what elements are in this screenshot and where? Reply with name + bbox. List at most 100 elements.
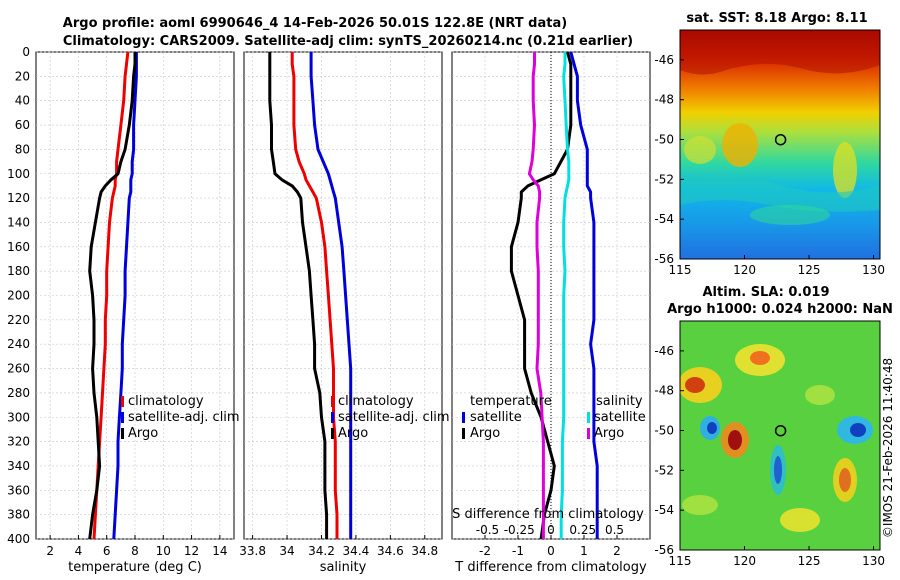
- sst-argo-marker: [774, 133, 787, 146]
- x-tick-label: 34: [279, 544, 294, 558]
- legend-label: Argo: [338, 426, 368, 441]
- legend-swatch-argo: [121, 428, 124, 439]
- x-tick-label: 2: [46, 544, 54, 558]
- x-axes: 2 4 6 8 10 12 14 33.8 34 34.2 34.4 34.6 34.8 -2 -1 0 1 2: [46, 535, 621, 558]
- series-satellite-adj-clim: [112, 52, 138, 540]
- sla-anomaly: [780, 508, 820, 532]
- x-tick-label: 14: [212, 544, 227, 558]
- depth-tick-label: 260: [7, 362, 30, 376]
- map-lon-label: 115: [669, 263, 692, 277]
- title-line-2: Climatology: CARS2009. Satellite-adj cli…: [63, 34, 633, 49]
- map-lat-label: -56: [654, 543, 674, 557]
- sla-map-title: Altim. SLA: 0.019: [703, 285, 830, 300]
- series-satellite-adj-clim: [309, 52, 353, 539]
- legend-head-salinity: salinity: [596, 394, 643, 409]
- series-argo: [268, 52, 329, 539]
- map-lat-label: -54: [654, 503, 674, 517]
- x-tick-label: 34.2: [308, 544, 335, 558]
- legend-temperature: climatology satellite-adj. clim Argo: [121, 394, 240, 441]
- depth-tick-label: 140: [7, 215, 30, 229]
- legend-salinity: climatology satellite-adj. clim Argo: [331, 394, 450, 441]
- depth-tick-label: 200: [7, 289, 30, 303]
- legend-swatch-climatology: [121, 396, 124, 407]
- legend-swatch-s-argo: [587, 428, 590, 439]
- sla-map: [680, 321, 880, 550]
- map-lat-label: -52: [654, 463, 674, 477]
- series-climatology: [92, 51, 130, 540]
- sst-eddy-warm: [684, 136, 716, 164]
- xlabel-t-difference: T difference from climatology: [454, 560, 647, 575]
- sst-warm-band: [680, 30, 880, 75]
- map-lat-label: -48: [654, 384, 674, 398]
- s-tick-label: 0: [547, 523, 555, 537]
- s-tick-label: 0.25: [569, 523, 596, 537]
- legend-difference: temperature satellite Argo salinity sate…: [462, 394, 646, 441]
- depth-tick-label: 220: [7, 313, 30, 327]
- depth-axis: 0 20 40 60 80 100 120 140 160 180 200 220 240 260 280 3…: [7, 45, 30, 546]
- x-tick-label: 2: [613, 544, 621, 558]
- s-tick-label: -0.5: [476, 523, 499, 537]
- depth-tick-label: 320: [7, 435, 30, 449]
- map-lon-label: 130: [862, 554, 885, 568]
- x-tick-label: 12: [184, 544, 199, 558]
- map-lat-label: -56: [654, 252, 674, 266]
- legend-label: Argo: [128, 426, 158, 441]
- map-lon-label: 120: [733, 263, 756, 277]
- sst-map-frame: [679, 29, 881, 260]
- title-line-1: Argo profile: aoml 6990646_4 14-Feb-2026…: [63, 16, 567, 31]
- series-salinity-satellite: [559, 52, 571, 539]
- legend-label: satellite-adj. clim: [338, 410, 450, 425]
- x-tick-label: 33.8: [239, 544, 266, 558]
- gridlines: [36, 51, 650, 540]
- map-lon-label: 125: [798, 554, 821, 568]
- x-tick-label: -2: [479, 544, 491, 558]
- x-tick-label: 0: [547, 544, 555, 558]
- legend-label: Argo: [470, 426, 500, 441]
- map-lat-label: -50: [654, 424, 674, 438]
- x-tick-label: 10: [156, 544, 171, 558]
- depth-tick-label: 0: [22, 45, 30, 59]
- xlabel-temperature: temperature (deg C): [68, 560, 202, 575]
- legend-swatch-argo: [331, 428, 334, 439]
- series-layer: [88, 51, 599, 540]
- sla-anomaly: [682, 495, 718, 515]
- sst-front: [680, 176, 880, 212]
- x-tick-label: 4: [75, 544, 83, 558]
- map-lat-label: -50: [654, 133, 674, 147]
- sla-anomaly: [839, 468, 851, 492]
- legend-label: satellite: [594, 410, 646, 425]
- sla-anomaly: [728, 430, 742, 450]
- legend-swatch-satellite: [121, 412, 124, 423]
- depth-tick-label: 40: [15, 94, 30, 108]
- sla-anomaly: [805, 385, 835, 405]
- depth-tick-label: 360: [7, 483, 30, 497]
- legend-label: satellite-adj. clim: [128, 410, 240, 425]
- sla-map-ticks: 115 120 125 130 -46 -48 -50 -52 -54 -56: [654, 344, 885, 568]
- x-tick-label: -1: [512, 544, 524, 558]
- depth-tick-label: 120: [7, 191, 30, 205]
- sst-eddy-warm: [722, 123, 758, 167]
- legend-label: climatology: [128, 394, 204, 409]
- depth-tick-label: 400: [7, 532, 30, 546]
- depth-tick-label: 280: [7, 386, 30, 400]
- xlabel-s-difference: S difference from climatology: [452, 507, 644, 522]
- legend-swatch-t-argo: [462, 428, 465, 439]
- map-lon-label: 130: [862, 263, 885, 277]
- sla-map-frame: [679, 320, 881, 551]
- sla-argo-marker: [774, 424, 787, 437]
- x-tick-label: 1: [580, 544, 588, 558]
- depth-tick-label: 300: [7, 410, 30, 424]
- map-lon-label: 115: [669, 554, 692, 568]
- depth-tick-label: 20: [15, 69, 30, 83]
- depth-tick-label: 340: [7, 459, 30, 473]
- s-tick-label: -0.25: [504, 523, 535, 537]
- depth-tick-label: 380: [7, 508, 30, 522]
- map-lat-label: -46: [654, 53, 674, 67]
- series-climatology: [290, 52, 339, 539]
- series-temperature-argo: [509, 51, 573, 540]
- sla-anomaly: [707, 422, 717, 434]
- xlabel-salinity: salinity: [320, 560, 367, 575]
- map-lon-label: 125: [798, 263, 821, 277]
- legend-label: satellite: [470, 410, 522, 425]
